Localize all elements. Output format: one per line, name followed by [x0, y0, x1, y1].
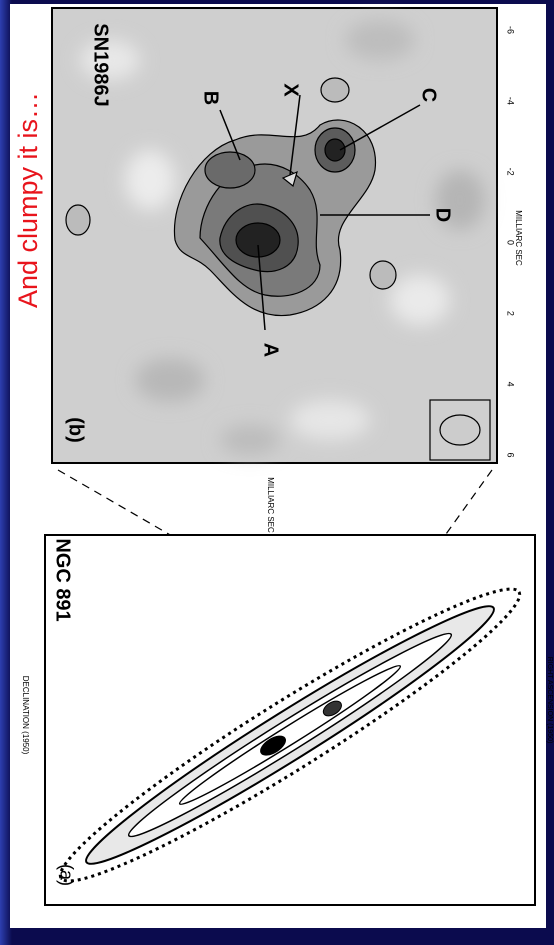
slide-caption: And clumpy it is… [13, 92, 43, 308]
axis-label: MILLIARC SEC [266, 477, 275, 533]
noise [80, 20, 485, 455]
tick-label: 6 [506, 452, 516, 457]
panel-tag: (a) [56, 864, 76, 886]
object-name: NGC 891 [52, 538, 74, 621]
panel-tag: (b) [65, 417, 87, 443]
axis-label: DECLINATION (1950) [21, 676, 30, 755]
galaxy [58, 587, 522, 883]
tick-label: -4 [506, 97, 516, 105]
contours [65, 77, 491, 461]
component-label: A [260, 343, 282, 357]
panel-b: (b) SN1986J A B C D X -6 -4 -2 0 2 4 6 MILLIAR… [51, 7, 523, 533]
component-label: B [200, 91, 222, 105]
component-label: X [280, 83, 302, 97]
component-label: D [432, 208, 454, 222]
axis-label: RIGHT ASCENSION (1950) [546, 657, 553, 744]
edge-glow [0, 0, 12, 945]
object-name: SN1986J [90, 23, 112, 106]
axis-label: MILLIARC SEC [514, 210, 523, 266]
tick-label: 2 [506, 311, 516, 316]
tick-label: 0 [506, 240, 516, 245]
component-label: C [418, 88, 440, 102]
tick-labels: -6 -4 -2 0 2 4 6 [506, 26, 516, 458]
tick-label: 4 [506, 382, 516, 387]
tick-label: -6 [506, 26, 516, 34]
panel-a: (a) NGC 891 RIGHT ASCENSION (1950) DECLI… [21, 534, 553, 906]
tick-label: -2 [506, 168, 516, 176]
connectors [57, 469, 493, 611]
leader-lines [219, 94, 430, 331]
